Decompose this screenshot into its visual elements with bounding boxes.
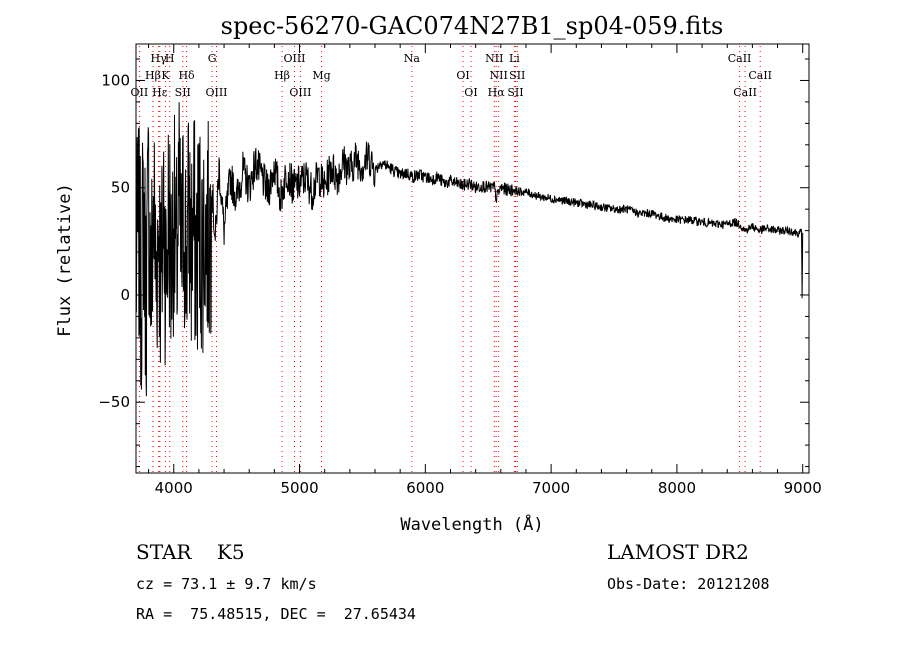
plot-frame	[135, 43, 810, 474]
y-tick-label: −50	[98, 393, 130, 411]
coordinates: RA = 75.48515, DEC = 27.65434	[136, 605, 416, 623]
spectral-line-label: SII	[509, 69, 525, 82]
spectral-line-label: SII	[507, 86, 523, 99]
spectral-line-label: Hδ	[178, 69, 195, 82]
spectrum-series	[135, 102, 804, 397]
spectral-line-label: NII	[485, 52, 503, 65]
spectral-line-label: OII	[131, 86, 149, 99]
spectral-line-label: Hα	[488, 86, 506, 99]
object-class: STAR K5	[136, 540, 245, 564]
x-tick-label: 7000	[532, 479, 570, 497]
spectral-line-label: K	[161, 69, 170, 82]
x-tick-label: 9000	[784, 479, 822, 497]
spectral-line-label: Mg	[312, 69, 330, 82]
x-axis: 4000 5000 6000 7000 8000 9000	[148, 44, 822, 497]
spectral-line-label: Na	[404, 52, 421, 65]
spectral-line-label: G	[208, 52, 217, 65]
spectral-line-label: NII	[490, 69, 508, 82]
y-axis-label: Flux (relative)	[55, 183, 75, 337]
x-tick-label: 5000	[280, 479, 318, 497]
y-axis: −50 0 50 100	[98, 58, 809, 468]
spectral-line-label: H	[165, 52, 175, 65]
x-tick-label: 8000	[658, 479, 696, 497]
survey-name: LAMOST DR2	[607, 540, 749, 564]
spectral-line-label: Hε	[152, 86, 168, 99]
spectral-line-label: CaII	[733, 86, 757, 99]
observation-date: Obs-Date: 20121208	[607, 575, 770, 593]
chart-title: spec-56270-GAC074N27B1_sp04-059.fits	[221, 12, 724, 40]
x-axis-label: Wavelength (Å)	[400, 513, 543, 535]
spectral-line-label: OI	[456, 69, 469, 82]
spectral-line-label: Hβ	[274, 69, 290, 82]
spectral-line-label: OIII	[205, 86, 227, 99]
spectral-line-label: OI	[464, 86, 477, 99]
y-tick-label: 100	[101, 71, 130, 89]
spectral-line-label: OIII	[289, 86, 311, 99]
y-tick-label: 0	[120, 286, 130, 304]
y-tick-label: 50	[111, 179, 130, 197]
x-tick-label: 4000	[155, 479, 193, 497]
spectral-line-label: Li	[509, 52, 520, 65]
redshift-velocity: cz = 73.1 ± 9.7 km/s	[136, 575, 317, 593]
spectral-line-label: SII	[175, 86, 191, 99]
spectrum-line	[135, 102, 804, 397]
spectral-line-label: Hγ	[151, 52, 168, 65]
spectral-line-label: Hβ	[145, 69, 161, 82]
spectral-line-markers	[138, 46, 761, 473]
spectral-line-label: OIII	[283, 52, 305, 65]
spectral-line-label: CaII	[748, 69, 772, 82]
x-tick-label: 6000	[406, 479, 444, 497]
spectral-line-label: CaII	[728, 52, 752, 65]
